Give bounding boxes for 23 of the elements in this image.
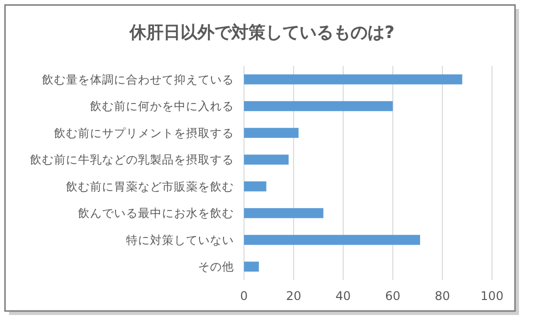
bar [244,262,259,272]
y-tick-label: その他 [198,260,234,274]
bar [244,154,289,165]
bar [244,101,393,112]
x-tick-label: 40 [336,289,351,303]
bar [244,181,266,192]
x-tick-label: 100 [480,289,504,303]
x-tick-label: 60 [385,289,400,303]
bar [244,128,299,138]
y-tick-label: 飲む量を体調に合わせて抑えている [42,72,234,86]
bar [244,208,324,218]
y-tick-label: 飲む前に牛乳などの乳製品を摂取する [30,152,234,167]
x-tick-label: 0 [240,289,248,303]
y-tick-label: 飲む前に何かを中に入れる [90,99,234,114]
bar [244,74,462,84]
x-tick-label: 80 [434,289,450,303]
x-tick-label: 20 [286,289,302,303]
y-tick-label: 飲んでいる最中にお水を飲む [78,206,234,220]
y-tick-label: 飲む前に胃薬など市販薬を飲む [66,179,234,194]
y-tick-label: 飲む前にサプリメントを摂取する [54,126,234,140]
chart-title: 休肝日以外で対策しているものは? [128,23,394,43]
y-tick-label: 特に対策していない [126,232,234,247]
bar [244,234,420,245]
